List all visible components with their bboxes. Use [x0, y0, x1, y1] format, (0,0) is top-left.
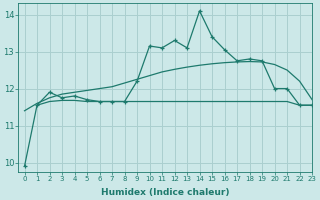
X-axis label: Humidex (Indice chaleur): Humidex (Indice chaleur): [101, 188, 229, 197]
